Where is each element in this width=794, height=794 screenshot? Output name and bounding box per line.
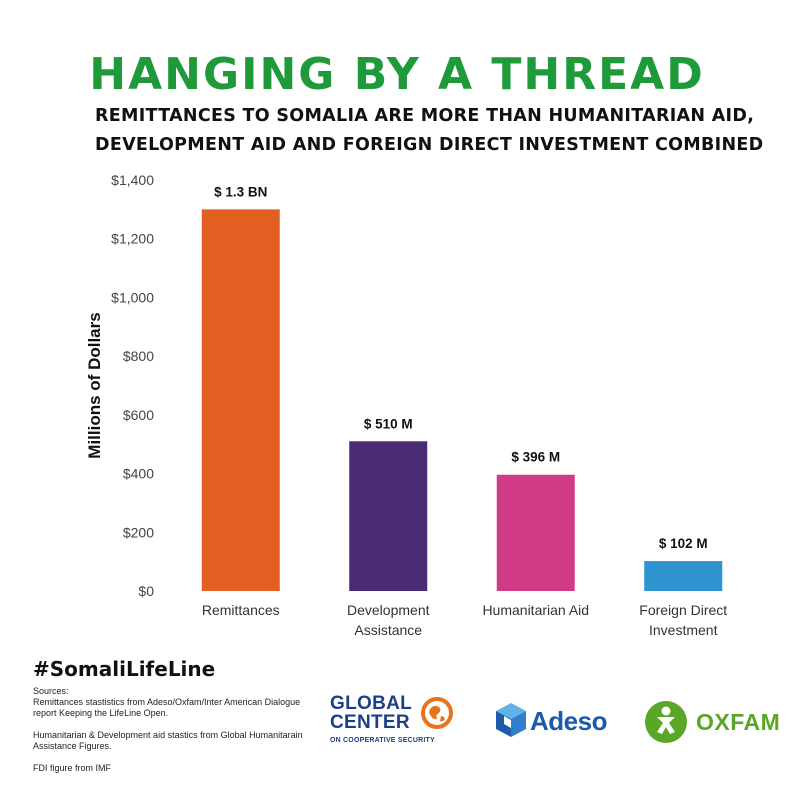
global-center-word-1: GLOBAL <box>330 693 413 714</box>
x-axis: Remittances Development Assistance Humanita… <box>202 602 727 638</box>
oxfam-wordmark: OXFAM <box>696 709 781 735</box>
adeso-cube-icon <box>496 703 526 737</box>
y-tick-label: $800 <box>123 348 154 364</box>
x-tick-label: Investment <box>649 622 718 638</box>
y-tick-label: $400 <box>123 466 154 482</box>
bar <box>644 561 723 591</box>
sources-block: Sources: Remittances stastistics from Ad… <box>33 686 303 785</box>
chart-subtitle-line-2: DEVELOPMENT AID AND FOREIGN DIRECT INVES… <box>95 135 764 155</box>
global-center-logo: GLOBAL CENTER ON COOPERATIVE SECURITY <box>330 694 455 750</box>
global-center-tagline: ON COOPERATIVE SECURITY <box>330 737 435 744</box>
y-tick-label: $600 <box>123 407 154 423</box>
y-tick-label: $0 <box>138 583 154 599</box>
x-tick-label: Humanitarian Aid <box>482 602 589 618</box>
y-axis: $0 $200 $400 $600 $800 $1,000 $1,200 $1,400 Mill… <box>85 172 154 599</box>
globe-icon <box>421 697 453 729</box>
bars: $ 1.3 BN $ 510 M $ 396 M $ 102 M <box>201 184 723 591</box>
bar <box>496 474 575 591</box>
y-tick-label: $1,400 <box>111 172 154 188</box>
adeso-logo: Adeso <box>494 700 607 740</box>
data-label: $ 1.3 BN <box>214 184 267 199</box>
data-label: $ 396 M <box>511 450 560 465</box>
x-tick-label: Foreign Direct <box>639 602 727 618</box>
y-tick-label: $1,200 <box>111 231 154 247</box>
bar-chart: $0 $200 $400 $600 $800 $1,000 $1,200 $1,400 Mill… <box>85 172 727 638</box>
data-label: $ 510 M <box>364 416 413 431</box>
x-tick-label: Development <box>347 602 430 618</box>
x-tick-label: Remittances <box>202 602 280 618</box>
sources-heading: Sources: <box>33 686 69 696</box>
y-axis-label: Millions of Dollars <box>85 312 104 458</box>
oxfam-logo: OXFAM <box>644 700 780 744</box>
bar <box>201 209 280 591</box>
global-center-word-2: CENTER <box>330 712 410 733</box>
source-fdi: FDI figure from IMF <box>33 763 112 773</box>
source-humanitarian: Humanitarian & Development aid stastics … <box>33 730 303 751</box>
y-tick-label: $200 <box>123 524 154 540</box>
chart-title: HANGING BY A THREAD <box>89 49 705 100</box>
x-tick-label: Assistance <box>354 622 422 638</box>
y-tick-label: $1,000 <box>111 289 154 305</box>
data-label: $ 102 M <box>659 536 708 551</box>
adeso-wordmark: Adeso <box>530 706 607 736</box>
chart-subtitle-line-1: REMITTANCES TO SOMALIA ARE MORE THAN HUM… <box>95 106 755 126</box>
source-remittances: Remittances stastistics from Adeso/Oxfam… <box>33 697 301 718</box>
bar <box>349 441 428 591</box>
hashtag: #SomaliLifeLine <box>33 657 216 681</box>
oxfam-figure-icon <box>645 701 687 743</box>
